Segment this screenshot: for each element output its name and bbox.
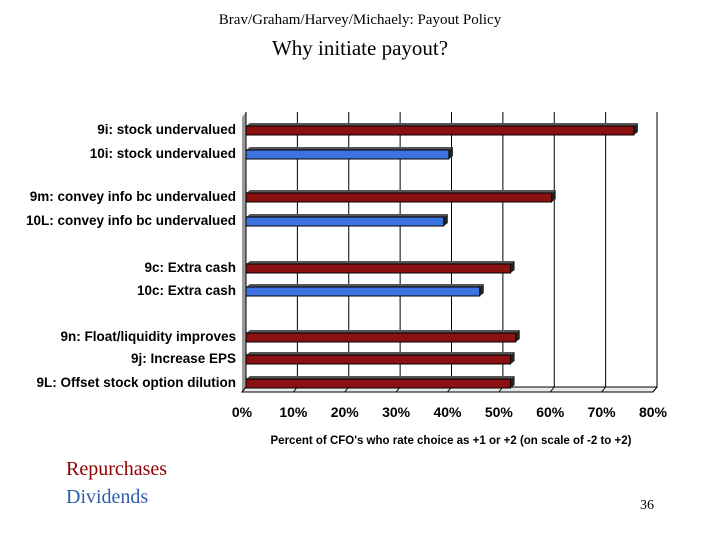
slide-subtitle: Brav/Graham/Harvey/Michaely: Payout Poli…: [218, 12, 502, 28]
x-tick-label: 10%: [279, 404, 308, 420]
x-axis-title: Percent of CFO's who rate choice as +1 o…: [271, 435, 632, 447]
category-label: 10L: convey info bc undervalued: [26, 213, 236, 228]
category-label: 10i: stock undervalued: [90, 146, 236, 161]
x-tick-label: 20%: [331, 404, 360, 420]
bar-end-face: [510, 352, 515, 364]
bar-end-face: [479, 284, 484, 296]
bar-repurchases: [245, 378, 512, 389]
bar-top-face: [246, 261, 515, 264]
gridline-floor: [652, 386, 658, 393]
bar-top-face: [246, 190, 556, 193]
bar-dividends: [245, 286, 481, 297]
bar-repurchases: [245, 332, 517, 343]
bar-top-face: [246, 147, 453, 150]
category-label: 9L: Offset stock option dilution: [37, 375, 237, 390]
bar-end-face: [633, 123, 638, 135]
category-label: 9c: Extra cash: [144, 260, 236, 275]
x-tick-label: 60%: [536, 404, 565, 420]
bar-repurchases: [245, 125, 635, 136]
bar-end-face: [448, 147, 453, 159]
bar-repurchases: [245, 192, 553, 203]
gridline-floor: [549, 386, 555, 393]
bar-top-face: [246, 284, 484, 287]
slide-title: Why initiate payout?: [271, 36, 449, 60]
gridline-floor: [601, 386, 607, 393]
x-tick-label: 30%: [382, 404, 411, 420]
bar-top-face: [246, 376, 515, 379]
gridline-floor: [241, 386, 247, 393]
category-label: 9m: convey info bc undervalued: [30, 189, 236, 204]
bar-repurchases: [245, 263, 512, 274]
legend-dividends: Dividends: [66, 486, 149, 508]
bar-repurchases: [245, 354, 512, 365]
legend-repurchases: Repurchases: [66, 458, 168, 480]
bar-top-face: [246, 214, 448, 217]
category-label: 9i: stock undervalued: [97, 122, 236, 137]
x-tick-label: 70%: [588, 404, 617, 420]
bar-end-face: [515, 330, 520, 342]
bar-end-face: [551, 190, 556, 202]
x-tick-label: 50%: [485, 404, 514, 420]
bar-dividends: [245, 149, 450, 160]
bar-end-face: [510, 261, 515, 273]
x-tick-label: 40%: [433, 404, 462, 420]
category-label: 9j: Increase EPS: [131, 351, 236, 366]
bar-dividends: [245, 216, 445, 227]
bar-top-face: [246, 352, 515, 355]
chart-side-wall: [242, 112, 246, 392]
x-tick-label: 0%: [232, 404, 253, 420]
page-number: 36: [640, 498, 654, 513]
bar-top-face: [246, 123, 638, 126]
category-label: 9n: Float/liquidity improves: [60, 329, 236, 344]
bar-end-face: [510, 376, 515, 388]
bar-top-face: [246, 330, 520, 333]
bar-end-face: [443, 214, 448, 226]
category-label: 10c: Extra cash: [137, 283, 236, 298]
x-tick-label: 80%: [639, 404, 668, 420]
